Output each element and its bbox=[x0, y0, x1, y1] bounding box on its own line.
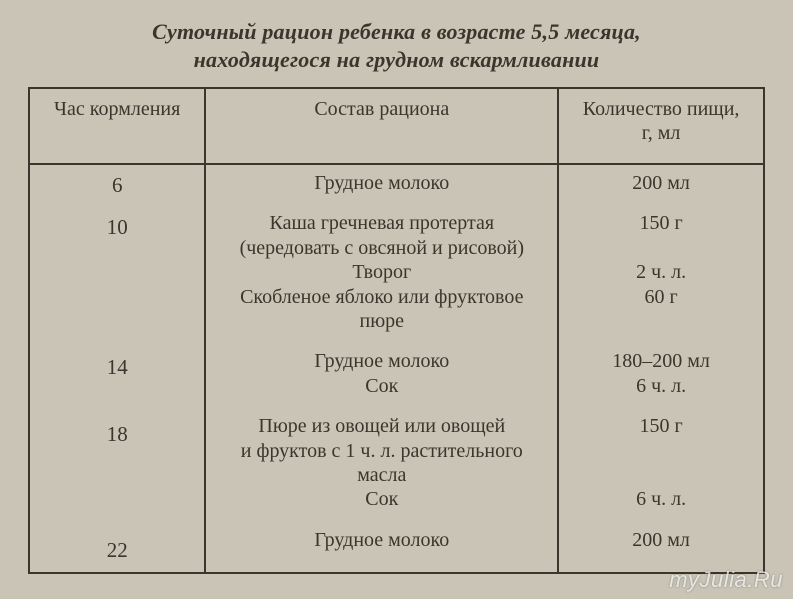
title-line-2: находящегося на грудном вскармливании bbox=[194, 47, 600, 72]
feeding-amount: 150 г 6 ч. л. bbox=[563, 414, 759, 512]
feeding-time: 6 bbox=[34, 171, 200, 197]
feeding-time: 22 bbox=[34, 536, 200, 562]
feeding-amount: 180–200 мл6 ч. л. bbox=[563, 349, 759, 398]
feeding-time: 10 bbox=[34, 213, 200, 337]
composition-line: Скобленое яблоко или фруктовое bbox=[210, 285, 553, 309]
table-row: 6 10 14 18 22 Грудное молоко Каша гречневая пр… bbox=[29, 164, 764, 573]
composition-line: (чередовать с овсяной и рисовой) bbox=[210, 236, 553, 260]
feeding-composition: Пюре из овощей или овощейи фруктов с 1 ч… bbox=[210, 414, 553, 512]
watermark-text: myJulia.Ru bbox=[669, 567, 783, 592]
feeding-composition: Грудное молоко bbox=[210, 528, 553, 552]
amount-line: 200 мл bbox=[563, 528, 759, 552]
feeding-amount: 200 мл bbox=[563, 528, 759, 552]
amount-spacer bbox=[563, 463, 759, 487]
feeding-amount: 150 г 2 ч. л.60 г bbox=[563, 211, 759, 333]
cell-time: 6 10 14 18 22 bbox=[29, 164, 205, 573]
feeding-time: 18 bbox=[34, 420, 200, 520]
composition-line: Творог bbox=[210, 260, 553, 284]
col-header-amount-l2: г, мл bbox=[642, 122, 681, 144]
composition-line: Сок bbox=[210, 487, 553, 511]
composition-line: и фруктов с 1 ч. л. растительного bbox=[210, 439, 553, 463]
watermark: myJulia.Ru bbox=[669, 567, 783, 593]
amount-line: 180–200 мл bbox=[563, 349, 759, 373]
page-title: Суточный рацион ребенка в возрасте 5,5 м… bbox=[28, 18, 765, 73]
col-header-time: Час кормления bbox=[29, 88, 205, 164]
table-body: 6 10 14 18 22 Грудное молоко Каша гречневая пр… bbox=[29, 164, 764, 573]
cell-amount: 200 мл150 г 2 ч. л.60 г 180–200 мл6 ч. л… bbox=[558, 164, 764, 573]
page: Суточный рацион ребенка в возрасте 5,5 м… bbox=[0, 0, 793, 574]
title-line-1: Суточный рацион ребенка в возрасте 5,5 м… bbox=[152, 19, 641, 44]
composition-line: пюре bbox=[210, 309, 553, 333]
amount-line: 2 ч. л. bbox=[563, 260, 759, 284]
header-row: Час кормления Состав рациона Количество … bbox=[29, 88, 764, 164]
ration-table: Час кормления Состав рациона Количество … bbox=[28, 87, 765, 574]
col-header-amount-l1: Количество пищи, bbox=[583, 98, 740, 120]
col-header-amount: Количество пищи, г, мл bbox=[558, 88, 764, 164]
amount-line: 150 г bbox=[563, 211, 759, 235]
col-header-composition: Состав рациона bbox=[205, 88, 558, 164]
amount-line: 6 ч. л. bbox=[563, 374, 759, 398]
composition-line: масла bbox=[210, 463, 553, 487]
amount-spacer bbox=[563, 236, 759, 260]
amount-spacer bbox=[563, 439, 759, 463]
composition-line: Грудное молоко bbox=[210, 171, 553, 195]
amount-line: 150 г bbox=[563, 414, 759, 438]
composition-line: Сок bbox=[210, 374, 553, 398]
feeding-amount: 200 мл bbox=[563, 171, 759, 195]
composition-line: Грудное молоко bbox=[210, 528, 553, 552]
feeding-composition: Грудное молокоСок bbox=[210, 349, 553, 398]
feeding-composition: Грудное молоко bbox=[210, 171, 553, 195]
amount-spacer bbox=[563, 309, 759, 333]
amount-line: 6 ч. л. bbox=[563, 487, 759, 511]
amount-line: 200 мл bbox=[563, 171, 759, 195]
composition-line: Каша гречневая протертая bbox=[210, 211, 553, 235]
feeding-time: 14 bbox=[34, 353, 200, 404]
amount-line: 60 г bbox=[563, 285, 759, 309]
cell-composition: Грудное молоко Каша гречневая протертая(ч… bbox=[205, 164, 558, 573]
feeding-composition: Каша гречневая протертая(чередовать с ов… bbox=[210, 211, 553, 333]
composition-line: Грудное молоко bbox=[210, 349, 553, 373]
composition-line: Пюре из овощей или овощей bbox=[210, 414, 553, 438]
